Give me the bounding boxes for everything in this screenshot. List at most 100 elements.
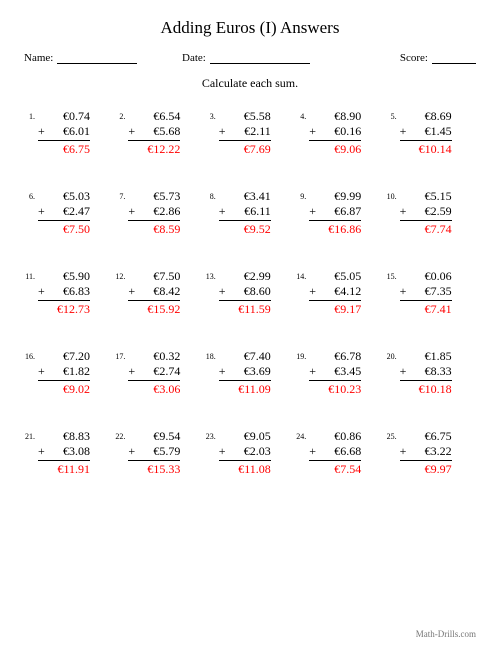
- problem: 19.€6.78+€3.45€10.23: [295, 349, 385, 397]
- addend-top: €9.99: [334, 189, 361, 204]
- problem: 12.€7.50+€8.42€15.92: [114, 269, 204, 317]
- problem-body: €6.78+€3.45€10.23: [309, 349, 361, 397]
- answer: €15.92: [147, 301, 180, 317]
- plus-sign: +: [309, 364, 318, 379]
- problem-number: 11.: [24, 269, 38, 281]
- addend-bottom: €0.16: [318, 124, 361, 139]
- score-underline: [432, 53, 476, 64]
- plus-sign: +: [128, 124, 137, 139]
- problem-number: 15.: [386, 269, 400, 281]
- plus-sign: +: [219, 124, 228, 139]
- addend-top: €8.90: [334, 109, 361, 124]
- problem-body: €0.86 +€6.68 €7.54: [309, 429, 361, 477]
- problem: 14.€5.05+€4.12€9.17: [295, 269, 385, 317]
- instruction-text: Calculate each sum.: [24, 76, 476, 91]
- problem-number: 10.: [386, 189, 400, 201]
- addend-row: +€5.79: [128, 444, 180, 461]
- answer: €9.17: [334, 301, 361, 317]
- footer-text: Math-Drills.com: [416, 629, 476, 639]
- problem-body: €2.99+€8.60€11.59: [219, 269, 271, 317]
- addend-row: +€6.87: [309, 204, 361, 221]
- problem-body: €8.69+€1.45€10.14: [400, 109, 452, 157]
- problem: 17.€0.32+€2.74€3.06: [114, 349, 204, 397]
- answer: €10.14: [419, 141, 452, 157]
- answer: €10.18: [419, 381, 452, 397]
- problem-body: €6.75+€3.22€9.97: [400, 429, 452, 477]
- problem-body: €9.54+€5.79€15.33: [128, 429, 180, 477]
- problem-body: €0.74+€6.01€6.75: [38, 109, 90, 157]
- problem-body: €5.90+€6.83€12.73: [38, 269, 90, 317]
- plus-sign: +: [219, 444, 228, 459]
- addend-bottom: €6.01: [47, 124, 90, 139]
- problem: 25.€6.75+€3.22€9.97: [386, 429, 476, 477]
- addend-top: €0.74: [63, 109, 90, 124]
- plus-sign: +: [219, 204, 228, 219]
- addend-bottom: €3.69: [228, 364, 271, 379]
- addend-row: +€6.01: [38, 124, 90, 141]
- addend-top: €5.58: [244, 109, 271, 124]
- problem-number: 2.: [114, 109, 128, 121]
- problem-number: 25.: [386, 429, 400, 441]
- answer: €9.06: [334, 141, 361, 157]
- problem-body: €8.83+€3.08€11.91: [38, 429, 90, 477]
- problem: 21.€8.83+€3.08€11.91: [24, 429, 114, 477]
- problem-number: 13.: [205, 269, 219, 281]
- addend-row: +€2.03: [219, 444, 271, 461]
- addend-top: €6.75: [425, 429, 452, 444]
- addend-bottom: €6.11: [228, 204, 271, 219]
- problem: 20.€1.85+€8.33€10.18: [386, 349, 476, 397]
- addend-top: €8.69: [425, 109, 452, 124]
- problem: 7.€5.73+€2.86€8.59: [114, 189, 204, 237]
- worksheet-page: Adding Euros (I) Answers Name: Date: Sco…: [0, 0, 500, 647]
- problem: 6.€5.03+€2.47€7.50: [24, 189, 114, 237]
- addend-row: +€7.35: [400, 284, 452, 301]
- problem-number: 3.: [205, 109, 219, 121]
- problem-body: €7.20+€1.82€9.02: [38, 349, 90, 397]
- addend-top: €5.15: [425, 189, 452, 204]
- problem-body: €0.32+€2.74€3.06: [128, 349, 180, 397]
- addend-bottom: €2.47: [47, 204, 90, 219]
- answer: €12.22: [147, 141, 180, 157]
- addend-row: +€8.42: [128, 284, 180, 301]
- addend-bottom: €2.74: [137, 364, 180, 379]
- problem: 5.€8.69+€1.45€10.14: [386, 109, 476, 157]
- plus-sign: +: [128, 284, 137, 299]
- plus-sign: +: [128, 364, 137, 379]
- addend-top: €2.99: [244, 269, 271, 284]
- problem-number: 18.: [205, 349, 219, 361]
- addend-row: +€2.59: [400, 204, 452, 221]
- addend-top: €9.05: [244, 429, 271, 444]
- problem-grid: 1.€0.74+€6.01€6.752.€6.54+€5.68€12.223.€…: [24, 109, 476, 477]
- addend-top: €0.86: [334, 429, 361, 444]
- plus-sign: +: [38, 204, 47, 219]
- answer: €9.97: [425, 461, 452, 477]
- addend-top: €7.50: [153, 269, 180, 284]
- answer: €7.54: [334, 461, 361, 477]
- answer: €16.86: [328, 221, 361, 237]
- problem-number: 8.: [205, 189, 219, 201]
- addend-top: €5.05: [334, 269, 361, 284]
- plus-sign: +: [38, 364, 47, 379]
- plus-sign: +: [219, 364, 228, 379]
- addend-bottom: €7.35: [408, 284, 451, 299]
- date-label: Date:: [182, 52, 206, 64]
- answer: €7.69: [244, 141, 271, 157]
- problem-body: €5.05+€4.12€9.17: [309, 269, 361, 317]
- addend-top: €1.85: [425, 349, 452, 364]
- problem: 24.€0.86+€6.68€7.54: [295, 429, 385, 477]
- problem-number: 4.: [295, 109, 309, 121]
- problem-body: €3.41+€6.11€9.52: [219, 189, 271, 237]
- addend-bottom: €8.42: [137, 284, 180, 299]
- addend-bottom: €8.60: [228, 284, 271, 299]
- plus-sign: +: [309, 444, 318, 459]
- addend-top: €0.06: [425, 269, 452, 284]
- problem-number: 21.: [24, 429, 38, 441]
- problem-body: €6.54+€5.68€12.22: [128, 109, 180, 157]
- problem-number: 16.: [24, 349, 38, 361]
- problem-body: €7.50+€8.42€15.92: [128, 269, 180, 317]
- addend-bottom: €6.68: [318, 444, 361, 459]
- addend-row: +€8.33: [400, 364, 452, 381]
- problem: 15.€0.06+€7.35€7.41: [386, 269, 476, 317]
- answer: €10.23: [328, 381, 361, 397]
- addend-row: +€2.74: [128, 364, 180, 381]
